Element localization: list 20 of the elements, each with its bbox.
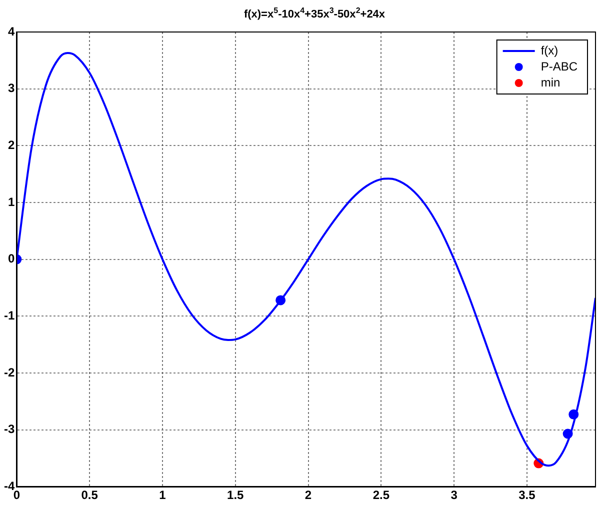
legend-label: f(x): [540, 43, 558, 58]
x-tick-label: 1: [159, 488, 166, 502]
y-tick-label: 2: [8, 138, 15, 152]
y-tick-label: 4: [8, 24, 15, 38]
y-tick-label: 0: [8, 252, 15, 266]
legend-label: min: [540, 75, 560, 90]
x-tick-label: 2: [304, 488, 312, 502]
y-tick-label: 3: [8, 81, 15, 96]
x-tick-label: 3: [450, 488, 458, 502]
y-tick-label: -3: [4, 422, 15, 436]
x-tick-label: 3.5: [518, 488, 536, 502]
x-tick-label: 1.5: [227, 488, 244, 502]
y-tick-label: -4: [4, 478, 15, 493]
chart-title: f(x)=x$^{5}$-10x$^{4}$+35x$^{3}$-50x$^{2}$+24x: [244, 6, 386, 21]
y-tick-label: -1: [4, 308, 15, 322]
legend-label: P-ABC: [540, 59, 578, 74]
y-tick-label: 1: [8, 194, 15, 209]
x-tick-label: 0.5: [81, 488, 98, 502]
x-tick-label: 2.5: [372, 488, 390, 502]
y-tick-label: -2: [4, 365, 15, 380]
